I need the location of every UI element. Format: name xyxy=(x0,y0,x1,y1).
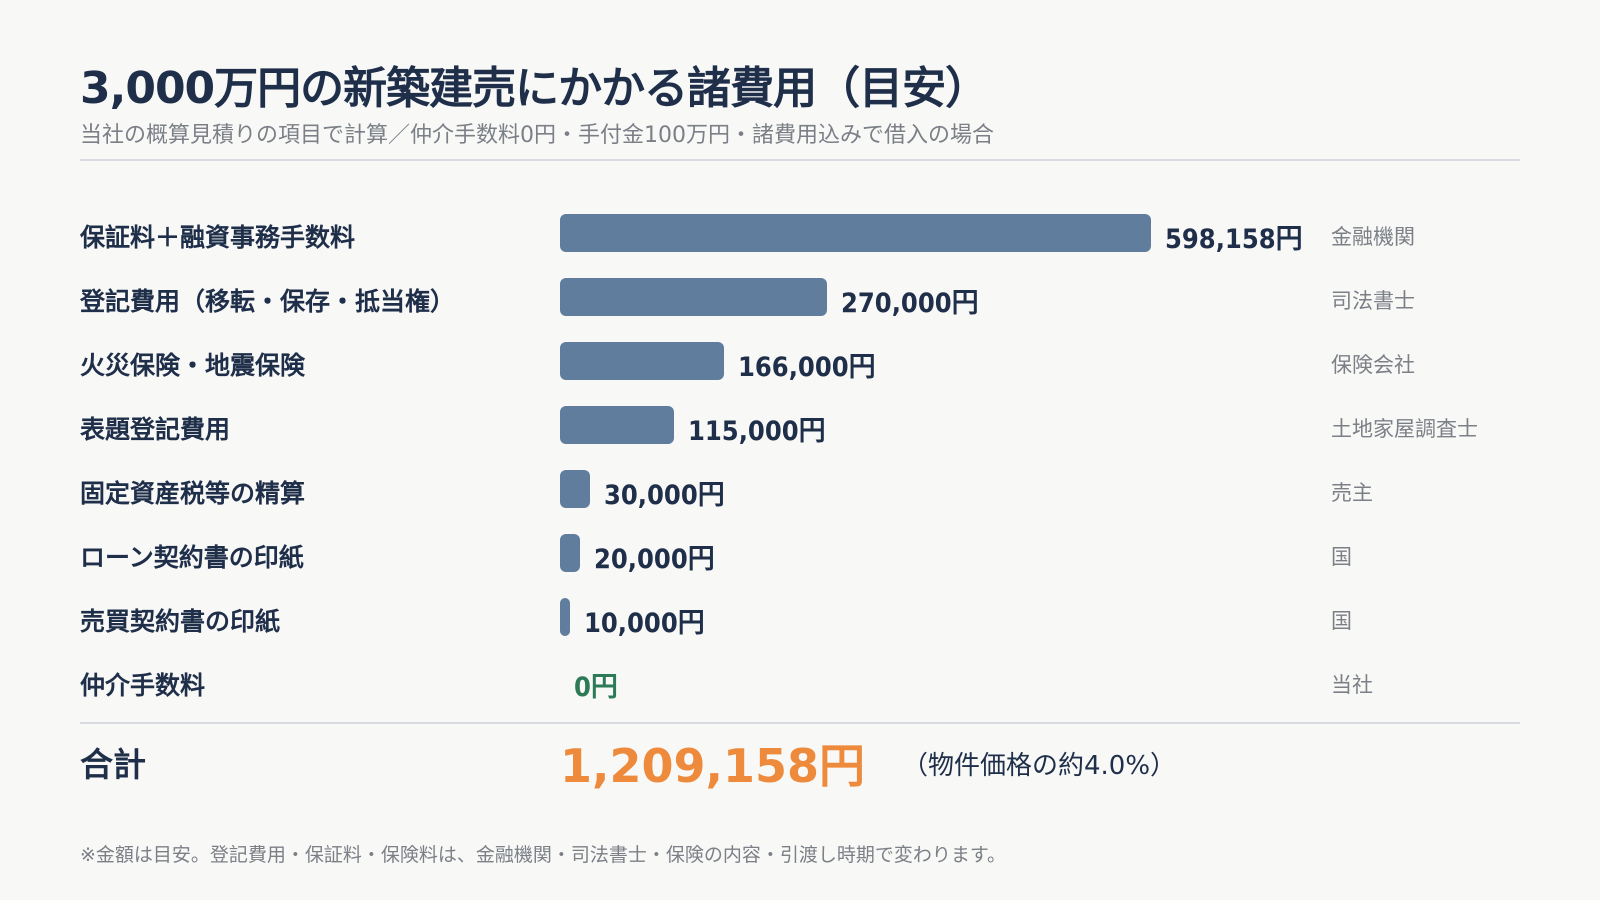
category-label: 固定資産税等の精算 xyxy=(80,479,306,508)
value-label: 30,000円 xyxy=(604,480,725,511)
total-note: （物件価格の約4.0%） xyxy=(902,751,1177,781)
category-label: ローン契約書の印紙 xyxy=(80,543,304,572)
bar xyxy=(560,406,674,444)
payer-label: 土地家屋調査士 xyxy=(1331,417,1478,441)
category-label: 火災保険・地震保険 xyxy=(80,351,306,380)
total-value: 1,209,158円 xyxy=(560,739,865,793)
bar-row: 売買契約書の印紙 10,000円 国 xyxy=(0,596,1600,640)
bar xyxy=(560,598,570,636)
payer-label: 当社 xyxy=(1331,673,1373,697)
payer-label: 国 xyxy=(1331,609,1352,633)
value-label: 166,000円 xyxy=(738,352,876,383)
bar-row: ローン契約書の印紙 20,000円 国 xyxy=(0,532,1600,576)
payer-label: 売主 xyxy=(1331,481,1373,505)
value-label: 0円 xyxy=(574,672,618,703)
bar xyxy=(560,470,590,508)
bar xyxy=(560,214,1151,252)
bar xyxy=(560,342,724,380)
category-label: 保証料＋融資事務手数料 xyxy=(80,223,356,252)
bar xyxy=(560,278,827,316)
value-label: 598,158円 xyxy=(1165,224,1303,255)
footnote: ※金額は目安。登記費用・保証料・保険料は、金融機関・司法書士・保険の内容・引渡し… xyxy=(80,844,1007,866)
category-label: 登記費用（移転・保存・抵当権） xyxy=(80,287,456,316)
total-divider xyxy=(80,722,1520,724)
value-label: 115,000円 xyxy=(688,416,826,447)
chart-subtitle: 当社の概算見積りの項目で計算／仲介手数料0円・手付金100万円・諸費用込みで借入… xyxy=(80,123,994,148)
header-divider xyxy=(80,159,1520,161)
payer-label: 司法書士 xyxy=(1331,289,1415,313)
payer-label: 保険会社 xyxy=(1331,353,1415,377)
category-label: 仲介手数料 xyxy=(80,671,206,700)
payer-label: 国 xyxy=(1331,545,1352,569)
value-label: 270,000円 xyxy=(841,288,979,319)
bar-row: 固定資産税等の精算 30,000円 売主 xyxy=(0,468,1600,512)
bar-row: 保証料＋融資事務手数料 598,158円 金融機関 xyxy=(0,212,1600,256)
value-label: 10,000円 xyxy=(584,608,705,639)
category-label: 表題登記費用 xyxy=(80,415,231,444)
bar-row: 火災保険・地震保険 166,000円 保険会社 xyxy=(0,340,1600,384)
value-label: 20,000円 xyxy=(594,544,715,575)
payer-label: 金融機関 xyxy=(1331,225,1415,249)
chart-title: 3,000万円の新築建売にかかる諸費用（目安） xyxy=(80,63,989,114)
bar xyxy=(560,534,580,572)
total-label: 合計 xyxy=(80,745,146,784)
bar-row: 仲介手数料 0円 当社 xyxy=(0,660,1600,704)
category-label: 売買契約書の印紙 xyxy=(80,607,281,636)
bar-row: 表題登記費用 115,000円 土地家屋調査士 xyxy=(0,404,1600,448)
bar-row: 登記費用（移転・保存・抵当権） 270,000円 司法書士 xyxy=(0,276,1600,320)
